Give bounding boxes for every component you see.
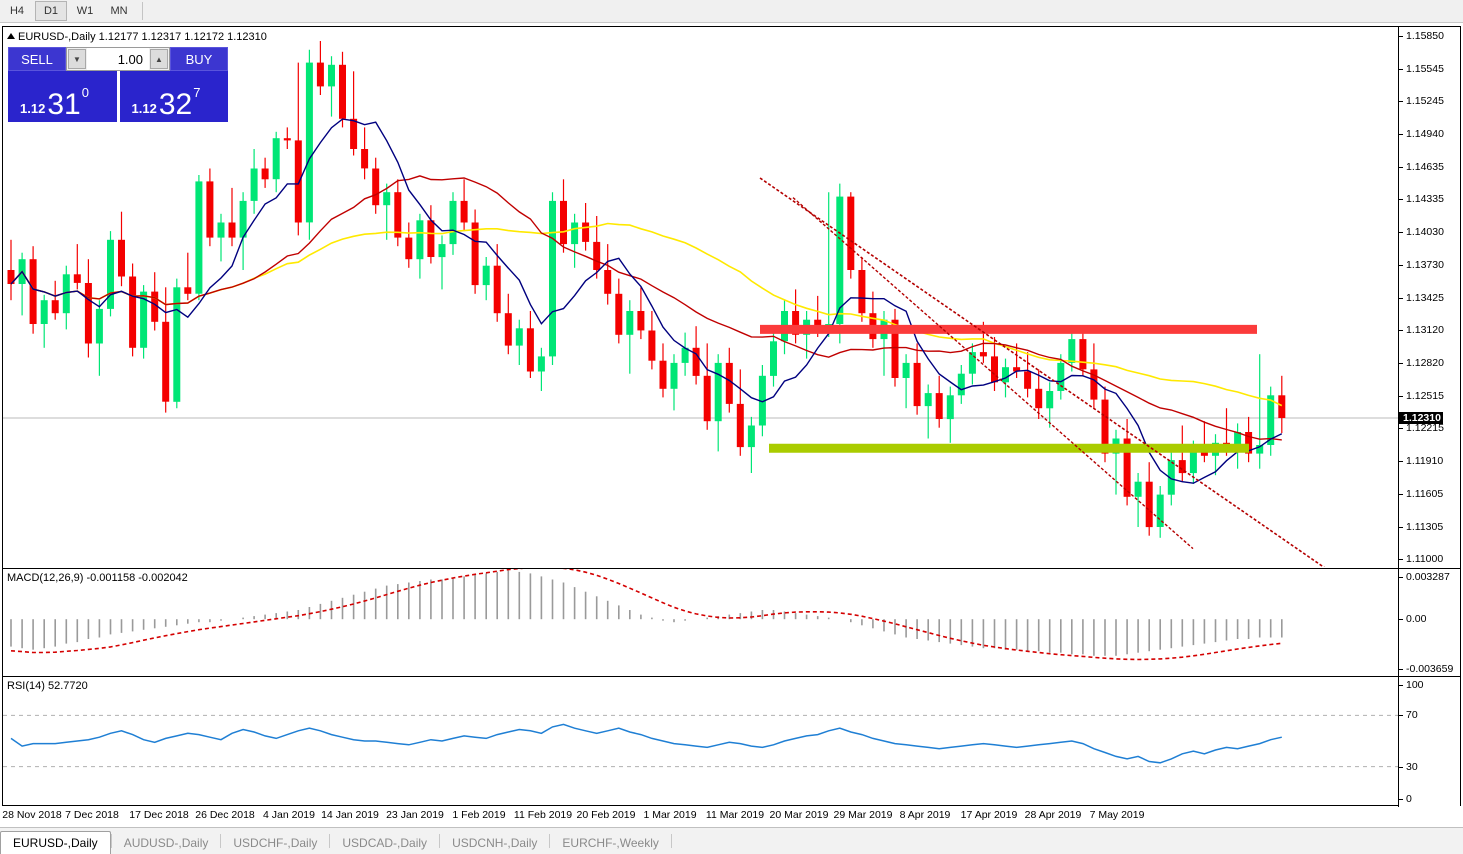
time-tick: 1 Feb 2019 [452,809,506,821]
price-tick: 1.11605 [1399,488,1443,500]
time-tick: 11 Feb 2019 [513,809,573,821]
macd-tick: -0.003659 [1399,663,1453,675]
sell-price-prefix: 1.12 [20,101,46,116]
current-price-label: 1.12310 [1399,411,1443,424]
macd-scale[interactable]: 0.003287 0.00 -0.003659 [1398,568,1460,675]
time-tick: 26 Dec 2018 [195,809,255,821]
price-tick: 1.15245 [1399,95,1444,107]
buy-price-prefix: 1.12 [131,101,157,116]
chart-tab-usdchf[interactable]: USDCHF-,Daily [233,836,318,850]
tab-divider [670,834,672,848]
price-tick: 1.11305 [1399,521,1443,533]
tab-divider [439,834,441,848]
volume-stepper[interactable]: ▼ 1.00 ▲ [66,47,170,71]
tab-divider [110,834,112,848]
sell-price-main: 31 [47,88,81,121]
price-tick: 1.15545 [1399,63,1444,75]
rsi-tick: 70 [1399,709,1418,721]
timeframe-button-d1[interactable]: D1 [35,1,67,21]
chart-tab-audusd[interactable]: AUDUSD-,Daily [123,836,209,850]
time-scale[interactable]: 28 Nov 2018 7 Dec 2018 17 Dec 2018 26 Dec 2… [2,807,1461,825]
time-tick: 17 Apr 2019 [960,809,1018,821]
tab-divider [220,834,222,848]
tab-divider [329,834,331,848]
rsi-canvas [3,714,1399,768]
volume-decrease-button[interactable]: ▼ [68,49,86,69]
time-tick: 29 Mar 2019 [833,809,893,821]
macd-canvas [10,569,1283,661]
buy-price-main: 32 [158,88,193,121]
price-tick: 1.14335 [1399,193,1444,205]
trade-panel-top-row: SELL ▼ 1.00 ▲ BUY [8,47,228,71]
price-tick: 1.15850 [1399,30,1444,42]
price-tick: 1.13425 [1399,292,1444,304]
price-tick: 1.11000 [1399,553,1443,565]
tab-divider [549,834,551,848]
price-tick: 1.12215 [1399,422,1444,434]
price-tick: 1.13120 [1399,324,1444,336]
price-tick: 1.12820 [1399,357,1444,369]
buy-button[interactable]: BUY [170,47,228,71]
chart-frame: EURUSD-,Daily 1.12177 1.12317 1.12172 1.… [2,26,1461,807]
time-tick: 7 Dec 2018 [65,809,119,821]
time-tick: 1 Mar 2019 [643,809,697,821]
price-tick: 1.12515 [1399,390,1444,402]
time-tick: 4 Jan 2019 [263,809,315,821]
price-pane[interactable]: EURUSD-,Daily 1.12177 1.12317 1.12172 1.… [3,27,1399,567]
chart-header-text: EURUSD-,Daily 1.12177 1.12317 1.12172 1.… [18,31,267,43]
chart-tab-eurchf[interactable]: EURCHF-,Weekly [562,836,659,850]
rsi-scale[interactable]: 100 70 30 0 [1398,676,1460,805]
time-tick: 8 Apr 2019 [899,809,951,821]
trade-panel-prices: 1.12 31 0 1.12 32 7 [8,71,228,122]
chart-tab-usdcad[interactable]: USDCAD-,Daily [342,836,428,850]
timeframe-toolbar: H4 D1 W1 MN [0,0,1463,23]
time-tick: 11 Mar 2019 [705,809,765,821]
chart-tab-bar: EURUSD-,Daily AUDUSD-,Daily USDCHF-,Daily U… [0,827,1463,854]
timeframe-button-mn[interactable]: MN [110,5,128,17]
price-tick: 1.14940 [1399,128,1444,140]
rsi-tick: 100 [1399,679,1424,691]
price-chart-canvas [3,41,1399,567]
rsi-tick: 0 [1399,793,1412,805]
toolbar-divider [142,2,143,20]
time-tick: 28 Nov 2018 [2,809,62,821]
time-tick: 28 Apr 2019 [1024,809,1082,821]
price-tick: 1.11910 [1399,455,1443,467]
chart-tab-eurusd[interactable]: EURUSD-,Daily [0,831,111,854]
rsi-tick: 30 [1399,761,1418,773]
sell-price-box[interactable]: 1.12 31 0 [8,71,120,122]
buy-price-box[interactable]: 1.12 32 7 [119,71,228,122]
chart-tab-usdcnh[interactable]: USDCNH-,Daily [452,836,538,850]
time-tick: 14 Jan 2019 [321,809,379,821]
time-tick: 20 Feb 2019 [576,809,636,821]
price-scale[interactable]: 1.15850 1.15545 1.15245 1.14940 1.14635 1.143… [1398,27,1460,807]
macd-label: MACD(12,26,9) -0.001158 -0.002042 [7,572,188,584]
price-tick: 1.13730 [1399,259,1444,271]
price-tick: 1.14635 [1399,161,1444,173]
volume-increase-button[interactable]: ▲ [150,49,168,69]
time-tick: 17 Dec 2018 [129,809,189,821]
time-tick: 7 May 2019 [1089,809,1145,821]
time-tick: 20 Mar 2019 [769,809,829,821]
timeframe-button-h4[interactable]: H4 [9,5,25,17]
macd-tick: 0.003287 [1399,571,1450,583]
one-click-trading-panel[interactable]: SELL ▼ 1.00 ▲ BUY 1.12 31 0 1.12 32 7 [8,47,228,122]
macd-pane[interactable]: MACD(12,26,9) -0.001158 -0.002042 [3,568,1399,675]
rsi-pane[interactable]: RSI(14) 52.7720 [3,676,1399,805]
time-tick: 23 Jan 2019 [386,809,444,821]
macd-tick: 0.00 [1399,613,1426,625]
sell-button[interactable]: SELL [8,47,66,71]
sell-price-fraction: 0 [81,85,89,100]
chart-header: EURUSD-,Daily 1.12177 1.12317 1.12172 1.… [7,31,267,43]
price-tick: 1.14030 [1399,226,1444,238]
rsi-label: RSI(14) 52.7720 [7,680,88,692]
volume-input[interactable]: 1.00 [87,48,149,70]
timeframe-button-w1[interactable]: W1 [76,5,94,17]
chart-expand-arrow-icon [7,33,15,39]
buy-price-fraction: 7 [193,85,201,100]
